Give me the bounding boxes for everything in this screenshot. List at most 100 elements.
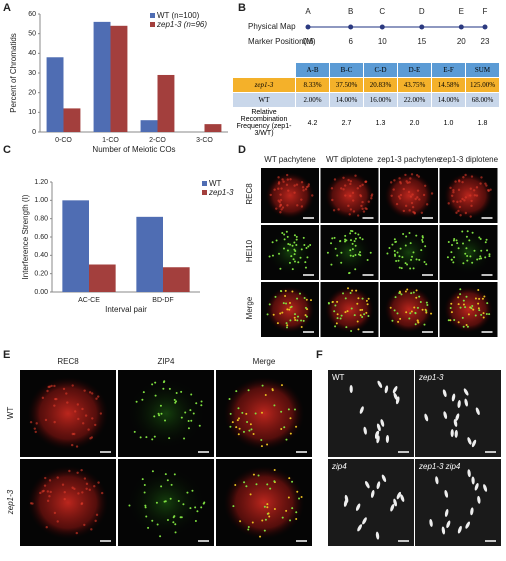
focus [410,310,413,313]
focus [289,519,292,522]
focus [349,292,352,295]
speck [81,491,84,494]
focus [334,325,337,328]
focus [187,419,190,422]
speck [473,194,477,197]
stain [27,376,109,451]
focus [331,237,334,240]
row-label: HEI10 [245,239,254,262]
focus [353,240,356,243]
focus [295,235,298,238]
focus [415,289,418,292]
focus [200,506,203,509]
speck [76,403,80,406]
focus [397,320,400,323]
focus [307,245,310,248]
focus [284,295,287,298]
focus [466,230,469,233]
focus [483,295,486,298]
focus [450,244,453,247]
focus [413,306,416,309]
focus [288,261,291,264]
focus [285,438,288,441]
bar [136,216,163,292]
focus [290,255,293,258]
focus [344,240,347,243]
focus [354,254,357,257]
speck [91,417,94,420]
focus [459,288,462,291]
focus [200,400,203,403]
focus [235,426,238,429]
focus [405,311,408,314]
speck [88,488,91,492]
speck [351,199,355,202]
focus [135,400,138,403]
focus [488,313,491,316]
focus [355,289,358,292]
focus [287,496,290,499]
table-cell: 125.00% [465,77,500,93]
focus [266,483,269,486]
speck [83,389,86,392]
focus [344,297,347,300]
speck [420,211,424,215]
table-cell: 14.58% [431,77,466,93]
speck [53,420,56,424]
column-label: WT diplotene [326,155,374,164]
chromosome [424,413,429,422]
speck [63,497,66,501]
row-label: zep1-3 [6,489,15,515]
focus [334,304,337,307]
chromosome [477,495,481,504]
speck [342,188,345,191]
speck [449,186,452,190]
focus [305,315,308,318]
focus [425,301,428,304]
focus [423,323,426,326]
focus [410,292,413,295]
speck [349,208,353,211]
speck [66,401,69,404]
speck [53,384,56,388]
focus [296,490,299,493]
speck [344,194,347,197]
marker-name: C [379,7,385,16]
table-cell: zep1-3 [232,77,296,93]
focus [478,297,481,300]
focus [144,504,147,507]
column-label: zep1-3 diplotene [439,155,499,164]
y-tick-label: 1.20 [34,179,48,186]
focus [420,249,423,252]
chromosome [435,476,439,485]
focus [398,291,401,294]
focus [296,315,299,318]
focus [467,313,470,316]
focus [133,430,136,433]
chromosome [475,407,480,415]
chromosome [380,419,385,427]
focus [367,315,370,318]
speck [34,430,37,434]
focus [243,481,246,484]
micrograph [439,225,498,280]
speck [94,519,97,523]
focus [266,313,269,316]
row-label: WT [6,407,15,420]
micrograph [320,225,379,280]
focus [151,383,154,386]
focus [247,389,250,392]
chromosome [393,498,397,507]
speck [282,180,285,183]
focus [187,427,190,430]
bar [157,74,175,132]
focus [295,517,298,520]
focus [465,247,468,250]
focus [425,263,428,266]
speck [462,176,465,179]
focus [281,231,284,234]
focus [293,316,296,319]
speck [54,397,57,401]
speck [302,189,305,192]
